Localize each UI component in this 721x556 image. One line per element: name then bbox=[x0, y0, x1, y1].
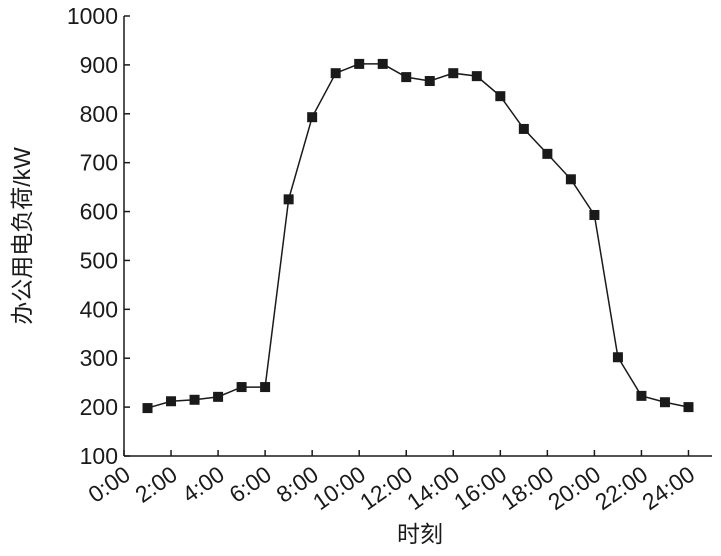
x-tick-label: 14:00 bbox=[402, 461, 464, 515]
line bbox=[147, 63, 689, 409]
x-tick-label: 6:00 bbox=[224, 461, 276, 508]
marker bbox=[283, 194, 294, 205]
x-tick-label: 18:00 bbox=[496, 461, 558, 515]
marker bbox=[260, 382, 271, 393]
marker bbox=[142, 403, 153, 414]
marker bbox=[565, 174, 576, 185]
y-tick-label: 400 bbox=[80, 296, 118, 322]
y-tick-label: 900 bbox=[80, 52, 118, 78]
y-tick-label: 300 bbox=[80, 345, 118, 371]
x-tick-label: 2:00 bbox=[130, 461, 182, 508]
marker bbox=[377, 58, 388, 69]
x-tick-label: 24:00 bbox=[637, 461, 699, 515]
marker bbox=[471, 71, 482, 82]
marker bbox=[683, 402, 694, 413]
y-tick-label: 200 bbox=[80, 394, 118, 420]
marker bbox=[448, 68, 459, 79]
marker bbox=[495, 91, 506, 102]
marker bbox=[166, 396, 177, 407]
marker bbox=[189, 394, 200, 405]
y-tick-label: 800 bbox=[80, 101, 118, 127]
marker bbox=[612, 352, 623, 363]
y-tick-label: 700 bbox=[80, 150, 118, 176]
y-tick-label: 100 bbox=[80, 443, 118, 469]
y-axis-label: 办公用电负荷/kW bbox=[9, 147, 35, 325]
marker bbox=[659, 397, 670, 408]
marker bbox=[542, 148, 553, 159]
x-tick-label: 16:00 bbox=[449, 461, 511, 515]
marker bbox=[424, 76, 435, 87]
x-tick-label: 4:00 bbox=[177, 461, 229, 508]
marker bbox=[589, 209, 600, 220]
y-tick-label: 600 bbox=[80, 199, 118, 225]
x-tick-label: 22:00 bbox=[590, 461, 652, 515]
x-tick-label: 20:00 bbox=[543, 461, 605, 515]
marker bbox=[518, 123, 529, 134]
y-tick-label: 1000 bbox=[67, 3, 118, 29]
y-tick-label: 500 bbox=[80, 247, 118, 273]
marker bbox=[213, 391, 224, 402]
marker bbox=[307, 112, 318, 123]
marker bbox=[636, 390, 647, 401]
x-tick-label: 10:00 bbox=[308, 461, 370, 515]
x-axis-label: 时刻 bbox=[397, 521, 443, 547]
marker bbox=[236, 382, 247, 393]
marker bbox=[330, 68, 341, 79]
x-tick-label: 12:00 bbox=[355, 461, 417, 515]
marker bbox=[354, 58, 365, 69]
marker bbox=[401, 72, 412, 83]
